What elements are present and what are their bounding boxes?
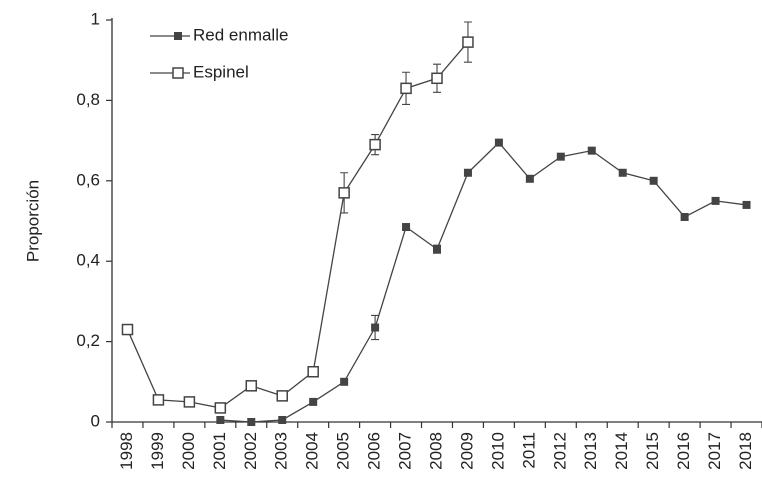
x-tick-label: 2006 — [365, 432, 384, 470]
data-point — [400, 82, 412, 95]
data-point — [433, 245, 441, 254]
x-tick-label: 2004 — [303, 432, 322, 470]
data-point — [556, 152, 565, 161]
x-tick-label: 2000 — [179, 432, 198, 470]
x-tick-label: 2017 — [705, 432, 724, 470]
data-point — [463, 168, 472, 177]
x-tick-label: 2007 — [396, 432, 415, 470]
y-tick-label: 0,2 — [76, 331, 100, 350]
data-point — [369, 138, 381, 151]
x-tick-label: 2003 — [272, 432, 291, 470]
data-point — [711, 196, 720, 205]
data-point — [245, 380, 258, 392]
data-point — [216, 415, 225, 424]
x-tick-label: 2011 — [519, 432, 538, 469]
legend-label: Red enmalle — [193, 25, 288, 44]
x-tick-label: 2012 — [550, 432, 569, 470]
x-tick-label: 1998 — [117, 432, 136, 470]
x-tick-label: 2009 — [457, 432, 476, 470]
data-point — [152, 394, 165, 406]
data-point — [371, 323, 380, 332]
series-line — [220, 141, 747, 423]
data-point — [276, 390, 288, 402]
data-point — [340, 377, 349, 386]
data-point — [494, 138, 503, 147]
x-tick-label: 2014 — [612, 432, 631, 470]
x-tick-label: 2018 — [736, 432, 755, 470]
data-point — [338, 187, 350, 199]
x-tick-label: 2013 — [581, 432, 600, 470]
y-tick-label: 1 — [91, 9, 100, 28]
data-point — [680, 212, 689, 221]
x-tick-label: 2016 — [674, 432, 693, 470]
data-point — [307, 366, 319, 378]
data-point — [649, 176, 658, 185]
x-tick-label: 1999 — [148, 432, 167, 470]
y-tick-label: 0 — [91, 411, 100, 430]
x-tick-label: 2015 — [643, 432, 662, 470]
x-tick-label: 2001 — [210, 432, 229, 470]
x-tick-label: 2005 — [334, 432, 353, 470]
data-point — [742, 200, 751, 209]
y-tick-label: 0,6 — [76, 170, 100, 189]
x-tick-label: 2002 — [241, 432, 260, 470]
y-tick-label: 0,8 — [76, 90, 100, 109]
legend-marker — [172, 67, 184, 79]
data-point — [278, 415, 287, 424]
data-point — [183, 396, 196, 408]
x-tick-label: 2008 — [426, 432, 445, 470]
data-point — [587, 146, 596, 155]
data-point — [214, 402, 227, 414]
data-point — [247, 418, 256, 426]
data-point — [402, 223, 411, 232]
series-line — [126, 41, 469, 409]
legend-marker — [174, 32, 182, 40]
data-point — [121, 323, 134, 336]
data-point — [462, 36, 474, 48]
x-tick-label: 2010 — [488, 432, 507, 470]
data-point — [525, 174, 534, 183]
data-point — [431, 72, 443, 85]
legend-label: Espinel — [193, 62, 249, 81]
y-axis-label: Proporción — [23, 180, 42, 262]
y-tick-label: 0,4 — [76, 251, 100, 270]
data-point — [309, 397, 318, 406]
data-point — [618, 168, 627, 177]
